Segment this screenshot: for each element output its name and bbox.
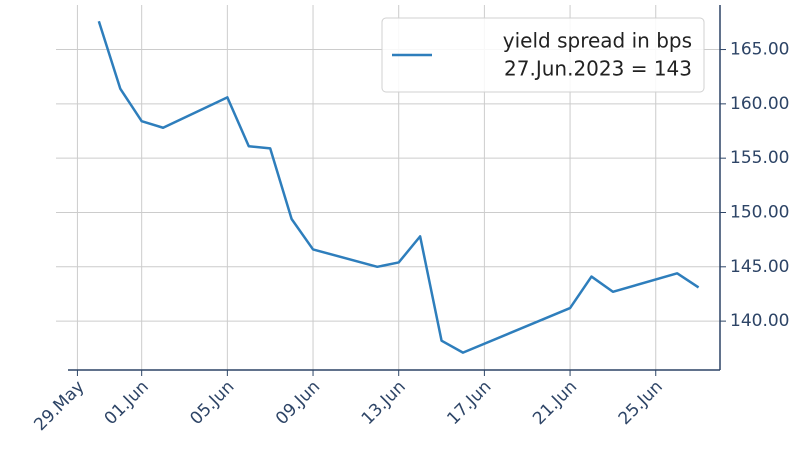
x-tick-label: 09.Jun [272, 377, 324, 429]
y-tick-label: 160.00 [730, 94, 789, 114]
x-tick-label: 29.May [30, 377, 88, 435]
y-tick-label: 155.00 [730, 148, 789, 168]
x-tick-label: 21.Jun [529, 377, 581, 429]
legend-note: 27.Jun.2023 = 143 [504, 57, 692, 81]
y-tick-label: 150.00 [730, 202, 789, 222]
x-tick-label: 01.Jun [101, 377, 153, 429]
y-tick-label: 145.00 [730, 257, 789, 277]
legend-box [381, 17, 705, 93]
x-tick-label: 25.Jun [615, 377, 667, 429]
line-series [97, 20, 700, 354]
x-tick-label: 13.Jun [358, 377, 410, 429]
x-tick-label: 17.Jun [443, 377, 495, 429]
y-tick-label: 140.00 [730, 311, 789, 331]
y-tick-label: 165.00 [730, 40, 789, 60]
legend-label: yield spread in bps [503, 29, 692, 53]
x-tick-label: 05.Jun [186, 377, 238, 429]
